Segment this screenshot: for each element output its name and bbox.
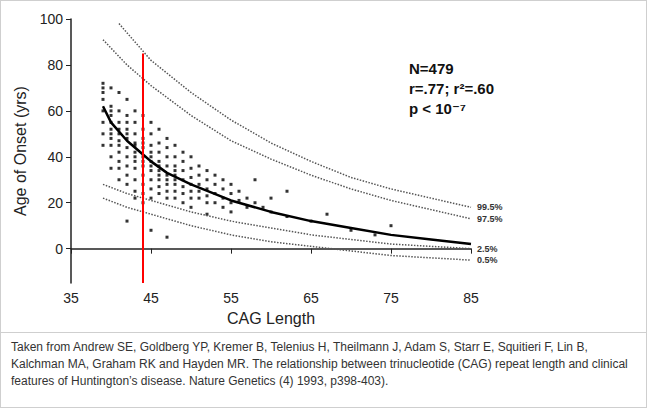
svg-text:100: 100 xyxy=(40,11,64,27)
svg-text:97.5%: 97.5% xyxy=(477,214,503,224)
svg-text:45: 45 xyxy=(143,290,159,306)
svg-text:0.5%: 0.5% xyxy=(477,255,498,265)
svg-text:55: 55 xyxy=(223,290,239,306)
svg-text:80: 80 xyxy=(47,57,63,73)
svg-text:60: 60 xyxy=(47,103,63,119)
svg-text:85: 85 xyxy=(463,290,479,306)
svg-text:0: 0 xyxy=(55,241,63,257)
svg-text:75: 75 xyxy=(383,290,399,306)
svg-text:N=479: N=479 xyxy=(409,60,454,77)
svg-text:40: 40 xyxy=(47,149,63,165)
svg-text:65: 65 xyxy=(303,290,319,306)
svg-text:Age of Onset (yrs): Age of Onset (yrs) xyxy=(12,86,29,216)
svg-text:2.5%: 2.5% xyxy=(477,244,498,254)
svg-text:99.5%: 99.5% xyxy=(477,202,503,212)
svg-text:p < 10⁻⁷: p < 10⁻⁷ xyxy=(409,100,466,117)
svg-text:CAG Length: CAG Length xyxy=(227,310,315,327)
html-text:Taken from Andrew SE, Goldberg: Taken from Andrew SE, Goldberg YP, Kreme… xyxy=(11,340,628,388)
svg-text:35: 35 xyxy=(63,290,79,306)
svg-text:r=.77; r²=.60: r=.77; r²=.60 xyxy=(409,80,494,97)
svg-text:20: 20 xyxy=(47,195,63,211)
